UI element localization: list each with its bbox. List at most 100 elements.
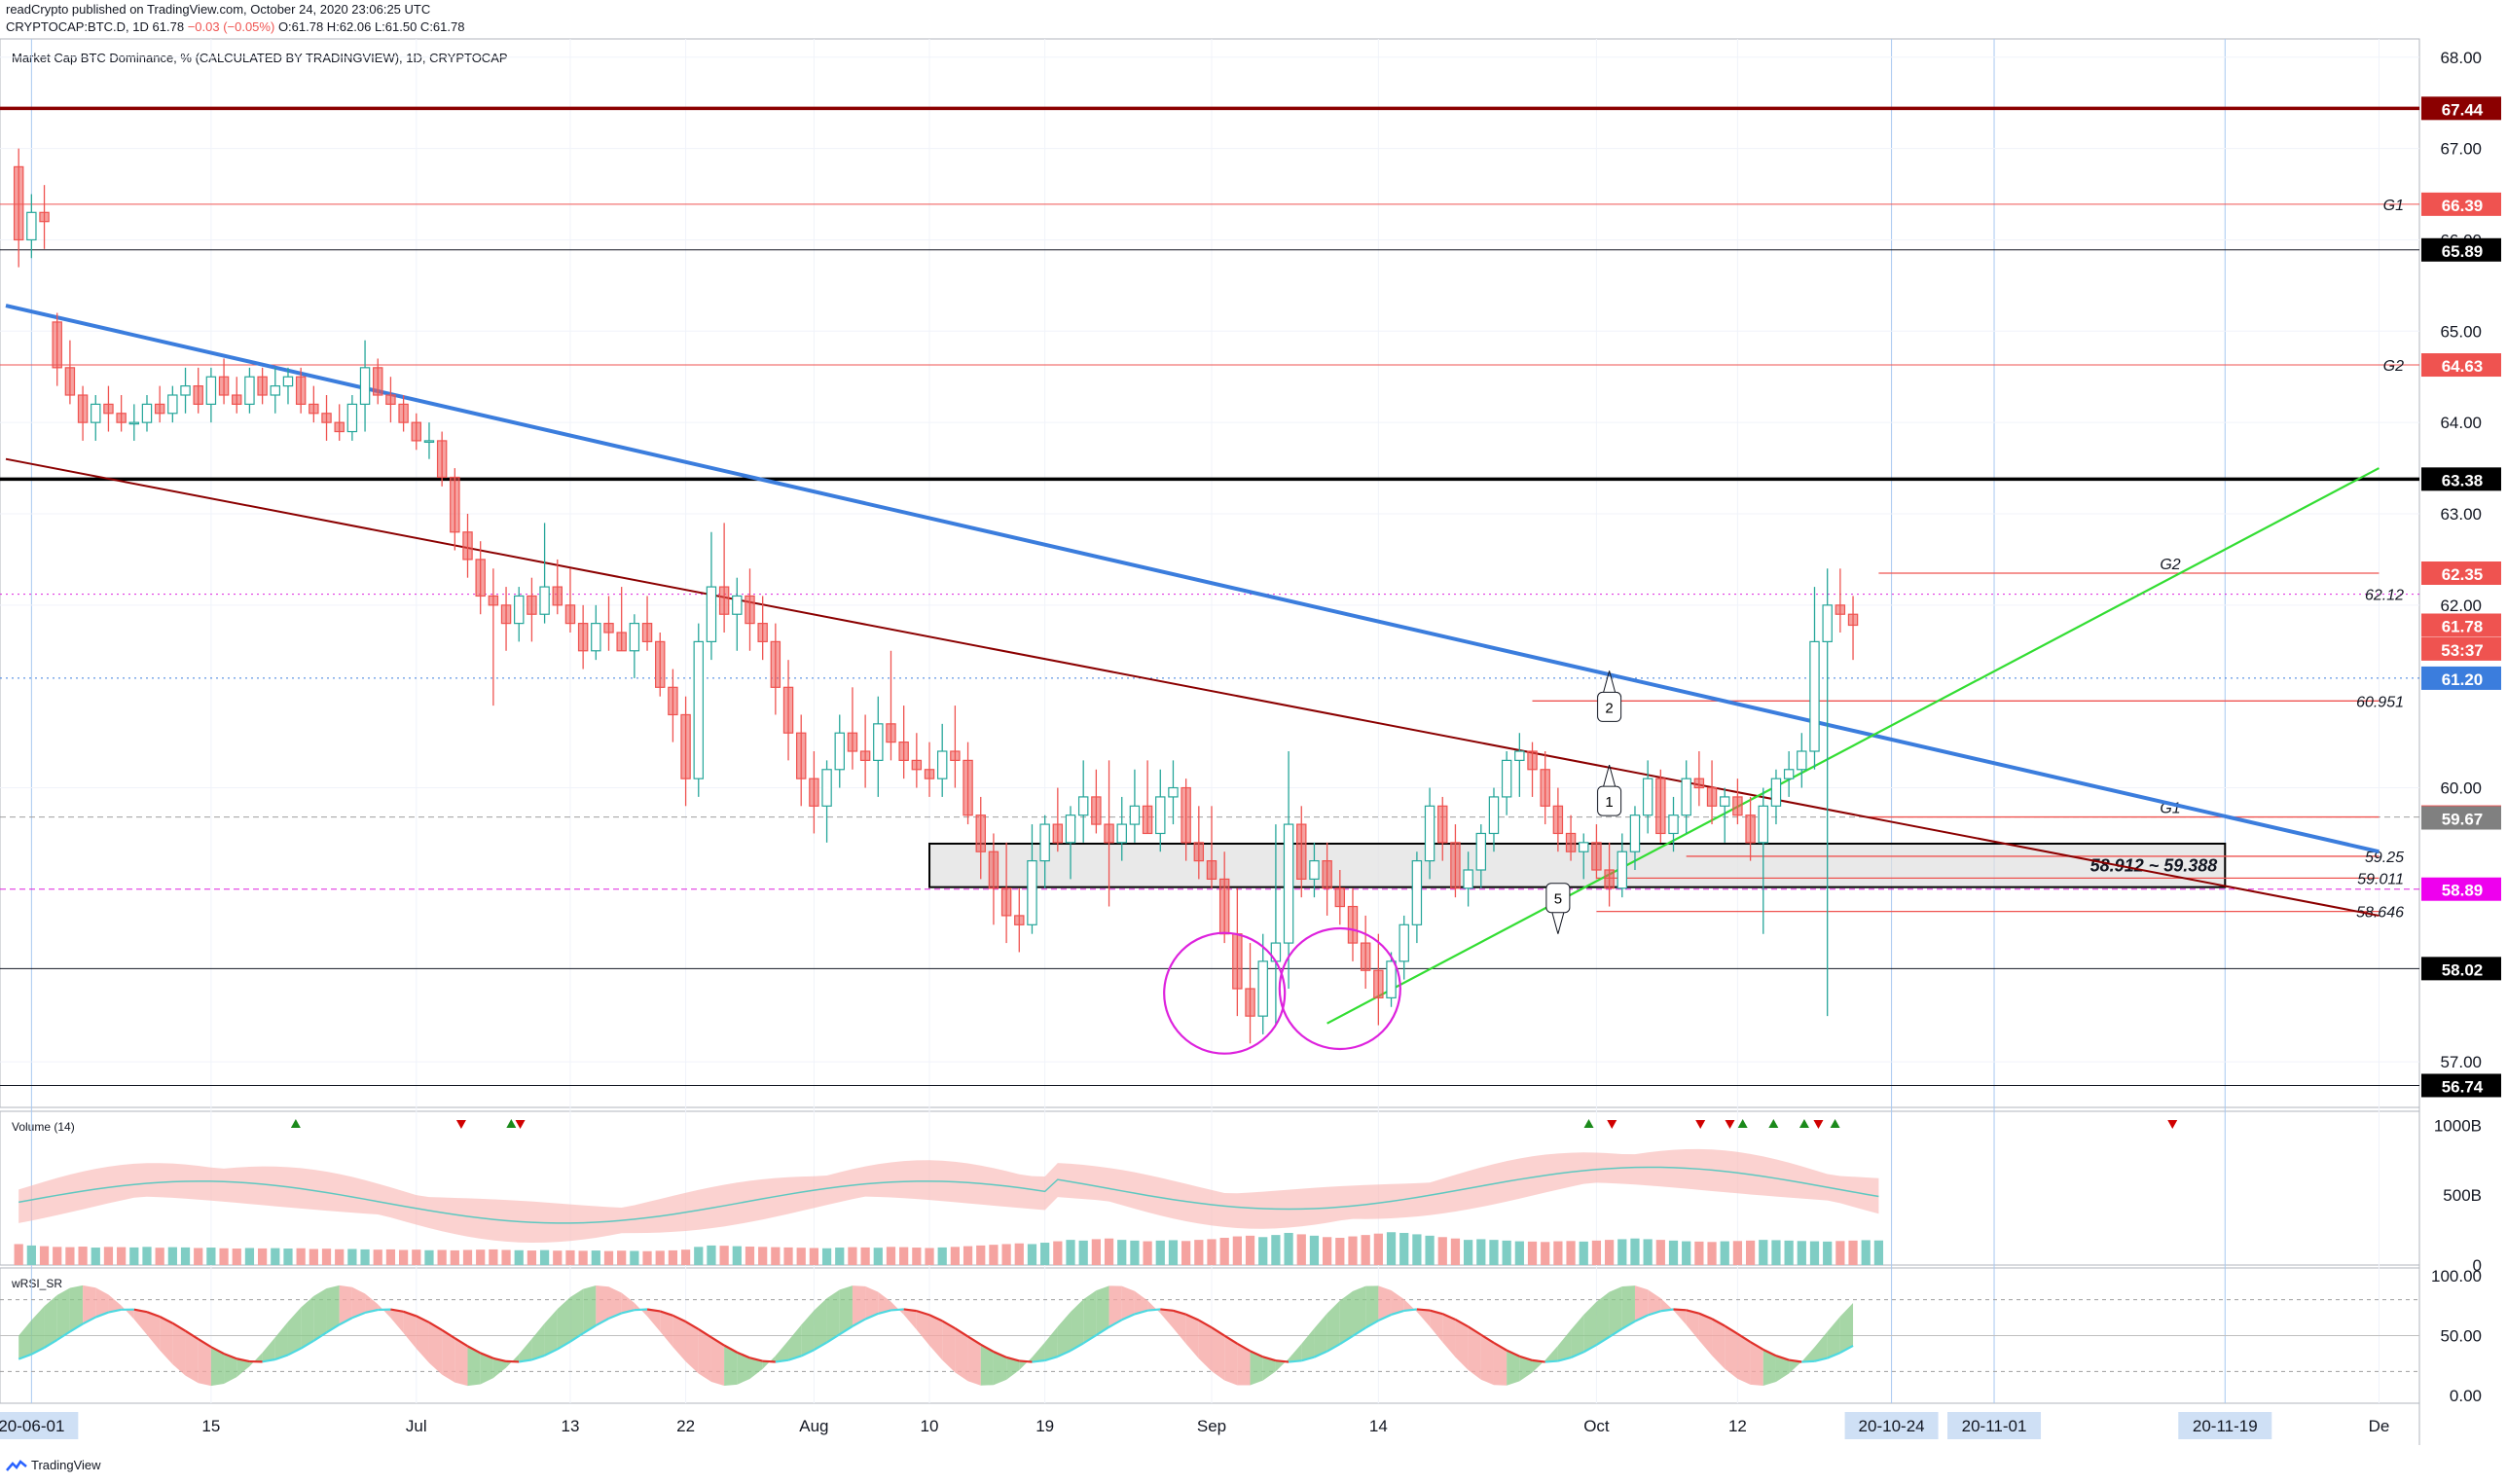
volume-bar bbox=[1643, 1239, 1653, 1265]
price-badge: 58.02 bbox=[2442, 960, 2484, 979]
volume-bar bbox=[26, 1245, 36, 1265]
volume-bar bbox=[976, 1245, 986, 1265]
candle-body bbox=[1218, 878, 1230, 935]
volume-bar bbox=[1604, 1240, 1615, 1265]
rsi-fill bbox=[1686, 1310, 1699, 1341]
volume-bar bbox=[39, 1246, 50, 1265]
rsi-signal-line bbox=[69, 1322, 84, 1333]
highlight-circle bbox=[1278, 926, 1401, 1051]
candle-body bbox=[450, 476, 460, 533]
x-highlight-label: 20-11-19 bbox=[2193, 1417, 2258, 1435]
rsi-fill bbox=[1430, 1310, 1443, 1343]
candle-body bbox=[718, 586, 730, 615]
candle-body bbox=[950, 750, 961, 761]
rsi-signal-line bbox=[1236, 1342, 1252, 1353]
candle-body bbox=[1579, 842, 1589, 852]
rsi-signal-line bbox=[1595, 1335, 1611, 1347]
rsi-fill bbox=[1108, 1285, 1122, 1327]
volume-bar bbox=[489, 1249, 498, 1265]
volume-bar bbox=[1168, 1240, 1179, 1265]
candle-body bbox=[963, 759, 973, 816]
volume-bar bbox=[1194, 1240, 1204, 1265]
volume-bar bbox=[1553, 1241, 1563, 1265]
price-tag-bg bbox=[2421, 561, 2501, 585]
rsi-fill bbox=[890, 1301, 904, 1316]
rsi-fill bbox=[903, 1309, 917, 1330]
rsi-fill bbox=[531, 1322, 545, 1360]
volume-bar bbox=[630, 1250, 639, 1265]
volume-bar bbox=[1271, 1235, 1281, 1265]
rsi-signal-line bbox=[852, 1318, 866, 1327]
rsi-fill bbox=[287, 1307, 302, 1356]
volume-cloud bbox=[18, 1148, 1879, 1244]
rsi-fill bbox=[56, 1287, 70, 1340]
rsi-fill bbox=[1134, 1290, 1148, 1315]
rsi-fill bbox=[1557, 1329, 1572, 1361]
rsi-tick-label: 100.00 bbox=[2431, 1267, 2482, 1285]
rsi-fill bbox=[1775, 1356, 1790, 1383]
rsi-fill bbox=[1583, 1301, 1597, 1353]
rsi-signal-line bbox=[1609, 1327, 1623, 1338]
candle-body bbox=[1373, 969, 1384, 998]
rsi-signal-line bbox=[287, 1347, 302, 1357]
candle-body bbox=[1257, 960, 1268, 1017]
x-tick-label: Aug bbox=[799, 1417, 828, 1435]
price-badge: 67.44 bbox=[2442, 100, 2484, 119]
rsi-fill bbox=[390, 1309, 404, 1333]
rsi-fill bbox=[1648, 1289, 1661, 1316]
rsi-fill bbox=[1212, 1327, 1225, 1381]
rsi-signal-line bbox=[146, 1311, 161, 1319]
volume-bar bbox=[1027, 1244, 1037, 1265]
rsi-fill bbox=[557, 1296, 570, 1350]
volume-bar bbox=[1091, 1239, 1101, 1265]
volume-bar bbox=[796, 1248, 806, 1265]
rsi-signal-line bbox=[1108, 1319, 1123, 1328]
rsi-fill bbox=[1314, 1313, 1327, 1357]
rsi-signal-line bbox=[441, 1328, 455, 1340]
rsi-signal-line bbox=[1441, 1313, 1456, 1321]
rsi-signal-line bbox=[1275, 1359, 1290, 1363]
rsi-signal-line bbox=[184, 1329, 200, 1341]
level-segment-tag: G2 bbox=[2160, 557, 2180, 573]
rsi-fill bbox=[403, 1311, 417, 1349]
rsi-signal-line bbox=[198, 1338, 212, 1349]
candle-body bbox=[154, 403, 165, 415]
rsi-signal-line bbox=[1223, 1334, 1238, 1345]
candle-body bbox=[52, 321, 62, 369]
rsi-signal-line bbox=[133, 1308, 148, 1314]
candle-body bbox=[1835, 604, 1846, 615]
candle-body bbox=[462, 531, 473, 561]
rsi-signal-line bbox=[1839, 1344, 1854, 1355]
level-segment-label: 58.646 bbox=[2356, 905, 2404, 922]
candle-body bbox=[128, 421, 140, 425]
rsi-fill bbox=[865, 1285, 879, 1320]
rsi-signal-line bbox=[1262, 1356, 1277, 1362]
rsi-fill bbox=[1750, 1342, 1763, 1386]
candle-body bbox=[514, 595, 525, 625]
volume-down-marker bbox=[1813, 1120, 1824, 1129]
volume-bar bbox=[103, 1247, 114, 1265]
volume-bar bbox=[1541, 1242, 1550, 1265]
rsi-signal-line bbox=[1814, 1357, 1828, 1362]
rsi-signal-line bbox=[300, 1339, 314, 1350]
rsi-signal-line bbox=[1775, 1355, 1790, 1361]
price-tag-bg bbox=[2421, 806, 2501, 830]
volume-bar bbox=[848, 1247, 857, 1265]
volume-bar bbox=[1053, 1241, 1063, 1265]
volume-tick-label: 500B bbox=[2443, 1186, 2482, 1205]
rsi-signal-line bbox=[492, 1357, 507, 1362]
rsi-fill bbox=[1416, 1309, 1431, 1327]
volume-bar bbox=[321, 1249, 332, 1265]
rsi-fill bbox=[301, 1295, 314, 1349]
volume-bar bbox=[925, 1248, 934, 1265]
rsi-fill bbox=[698, 1328, 711, 1383]
candle-body bbox=[1655, 778, 1666, 835]
rsi-fill bbox=[1301, 1327, 1315, 1361]
callout-label: 5 bbox=[1554, 891, 1562, 908]
rsi-fill bbox=[1801, 1347, 1815, 1362]
y-tick-label: 65.00 bbox=[2440, 322, 2482, 341]
volume-bar bbox=[514, 1249, 524, 1265]
candle-body bbox=[564, 604, 576, 625]
candle-body bbox=[782, 686, 794, 734]
